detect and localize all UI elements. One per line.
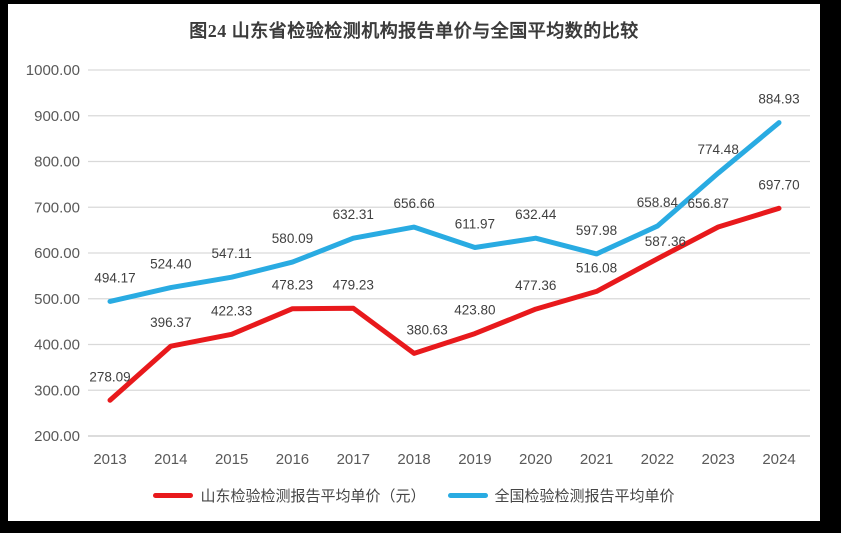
legend-item-shandong: 山东检验检测报告平均单价（元） [153, 485, 426, 506]
data-label: 478.23 [272, 278, 313, 293]
line-chart: 1000.00 900.00 800.00 700.00 600.00 500.00 400… [26, 62, 810, 468]
y-tick-label: 1000.00 [26, 62, 80, 79]
x-tick-label: 2023 [701, 451, 734, 468]
x-tick-label: 2016 [276, 451, 309, 468]
data-label: 774.48 [698, 142, 739, 157]
data-label: 479.23 [333, 277, 374, 292]
y-tick-label: 800.00 [34, 154, 80, 171]
y-tick-label: 500.00 [34, 291, 80, 308]
data-label: 380.63 [406, 322, 447, 337]
data-label: 632.31 [333, 207, 374, 222]
data-label: 884.93 [758, 92, 799, 107]
series-line-1 [107, 120, 782, 304]
legend: 山东检验检测报告平均单价（元） 全国检验检测报告平均单价 [8, 482, 820, 508]
x-tick-label: 2014 [154, 451, 187, 468]
series-line-0 [107, 205, 782, 403]
legend-label-national: 全国检验检测报告平均单价 [494, 487, 675, 505]
data-label: 278.09 [89, 369, 130, 384]
data-label: 697.70 [758, 177, 799, 192]
legend-label-shandong: 山东检验检测报告平均单价（元） [200, 487, 426, 505]
x-tick-label: 2015 [215, 451, 248, 468]
x-tick-label: 2021 [580, 451, 613, 468]
data-label: 477.36 [515, 278, 556, 293]
data-label: 524.40 [150, 257, 191, 272]
x-tick-label: 2022 [641, 451, 674, 468]
data-label: 658.84 [637, 195, 679, 210]
chart-title: 图24 山东省检验检测机构报告单价与全国平均数的比较 [189, 21, 639, 41]
legend-swatch-shandong [153, 492, 194, 498]
data-label: 423.80 [454, 303, 495, 318]
y-tick-label: 600.00 [34, 245, 80, 262]
x-tick-label: 2017 [337, 451, 370, 468]
y-tick-label: 300.00 [34, 382, 80, 399]
y-tick-label: 200.00 [34, 428, 80, 445]
y-tick-label: 900.00 [34, 108, 80, 125]
data-label: 656.66 [393, 196, 434, 211]
legend-swatch-national [447, 492, 488, 498]
data-label: 611.97 [455, 217, 495, 232]
data-label: 580.09 [272, 231, 313, 246]
x-tick-label: 2020 [519, 451, 552, 468]
data-label: 587.36 [645, 234, 686, 249]
x-tick-label: 2019 [458, 451, 491, 468]
data-label: 632.44 [515, 207, 557, 222]
y-tick-label: 700.00 [34, 199, 80, 216]
data-label: 396.37 [150, 315, 191, 330]
legend-item-national: 全国检验检测报告平均单价 [447, 485, 675, 506]
data-label: 597.98 [576, 223, 617, 238]
x-tick-label: 2024 [762, 451, 795, 468]
data-label: 516.08 [576, 260, 617, 275]
y-tick-label: 400.00 [34, 337, 80, 354]
data-label: 547.11 [211, 246, 251, 261]
data-label: 656.87 [688, 196, 729, 211]
data-label: 422.33 [211, 303, 252, 318]
x-tick-label: 2018 [397, 451, 430, 468]
data-label: 494.17 [94, 270, 135, 285]
chart-frame: 图24 山东省检验检测机构报告单价与全国平均数的比较 1000.00 900.00… [8, 4, 820, 521]
x-tick-label: 2013 [93, 451, 126, 468]
